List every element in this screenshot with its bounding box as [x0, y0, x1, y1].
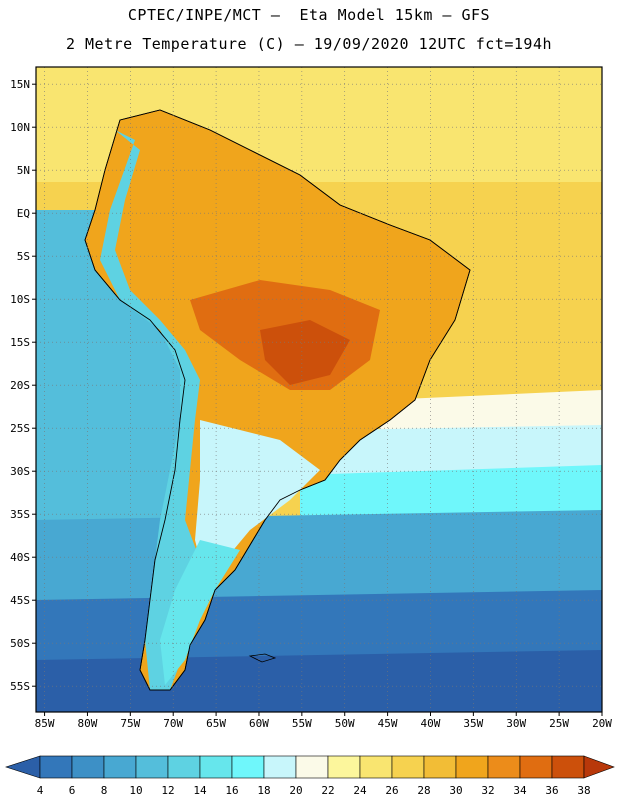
andes-cool-strip: [100, 130, 205, 690]
lat-tick-label: 15N: [10, 78, 30, 91]
colorbar-label: 10: [129, 784, 142, 797]
colorbar-label: 16: [225, 784, 238, 797]
lat-tick-label: 10S: [10, 293, 30, 306]
colorbar-box: [359, 755, 393, 779]
colorbar-label: 6: [69, 784, 76, 797]
colorbar-label: 30: [449, 784, 462, 797]
colorbar-box: [103, 755, 137, 779]
colorbar-box: [231, 755, 265, 779]
lon-tick-label: 35W: [463, 717, 483, 730]
colorbar-label: 12: [161, 784, 174, 797]
lat-tick-label: 10N: [10, 121, 30, 134]
lat-tick-label: 25S: [10, 422, 30, 435]
colorbar-box: [487, 755, 521, 779]
lat-tick-label: 5S: [17, 250, 30, 263]
longitude-axis: 85W 80W 75W 70W 65W 60W 55W 50W 45W 40W 35W 30W 25W 2…: [35, 712, 612, 730]
ocean-mild-band: [330, 425, 602, 480]
colorbar-box: [551, 755, 585, 779]
lat-tick-label: 35S: [10, 508, 30, 521]
colorbar-box: [295, 755, 329, 779]
colorbar-label: 22: [321, 784, 334, 797]
map-title-line-1: CPTEC/INPE/MCT – Eta Model 15km – GFS: [127, 6, 491, 24]
lat-tick-label: 20S: [10, 379, 30, 392]
lon-tick-label: 30W: [506, 717, 526, 730]
lon-tick-label: 45W: [378, 717, 398, 730]
colorbar-upper-triangle: [583, 755, 615, 779]
lat-tick-label: EQ: [17, 207, 30, 220]
lat-tick-label: 45S: [10, 594, 30, 607]
lat-tick-label: 55S: [10, 680, 30, 693]
colorbar-box: [263, 755, 297, 779]
colorbar-lower-triangle: [5, 755, 41, 779]
map-title-line-2: 2 Metre Temperature (C) – 19/09/2020 12U…: [65, 35, 553, 53]
colorbar-box: [135, 755, 169, 779]
colorbar-label: 14: [193, 784, 207, 797]
lon-tick-label: 85W: [35, 717, 55, 730]
lon-tick-label: 75W: [120, 717, 140, 730]
lon-tick-label: 40W: [421, 717, 441, 730]
colorbar-label: 36: [545, 784, 558, 797]
colorbar-label: 8: [101, 784, 108, 797]
lat-tick-label: 5N: [17, 164, 30, 177]
patagonia-cool: [160, 540, 240, 685]
lat-tick-label: 50S: [10, 637, 30, 650]
colorbar-label: 32: [481, 784, 494, 797]
colorbar-label: 34: [513, 784, 527, 797]
lon-tick-label: 20W: [592, 717, 612, 730]
colorbar-label: 24: [353, 784, 367, 797]
colorbar-label: 20: [289, 784, 302, 797]
lon-tick-label: 25W: [549, 717, 569, 730]
colorbar-box: [39, 755, 73, 779]
lon-tick-label: 60W: [249, 717, 269, 730]
lat-tick-label: 40S: [10, 551, 30, 564]
colorbar-label: 28: [417, 784, 430, 797]
colorbar-label: 38: [577, 784, 590, 797]
colorbar-box: [71, 755, 105, 779]
colorbar-label: 26: [385, 784, 398, 797]
colorbar-box: [423, 755, 457, 779]
southern-cone-mild: [195, 420, 320, 580]
colorbar-box: [519, 755, 553, 779]
lat-tick-label: 30S: [10, 465, 30, 478]
falkland-islands: [248, 653, 277, 663]
lon-tick-label: 50W: [335, 717, 355, 730]
colorbar-box: [167, 755, 201, 779]
colorbar-label: 18: [257, 784, 270, 797]
colorbar-label: 4: [37, 784, 44, 797]
colorbar-box: [391, 755, 425, 779]
lat-tick-label: 15S: [10, 336, 30, 349]
colorbar-box: [327, 755, 361, 779]
map-frame: [35, 66, 603, 713]
lon-tick-label: 80W: [78, 717, 98, 730]
colorbar-box: [455, 755, 489, 779]
colorbar-box: [199, 755, 233, 779]
hottest-interior-region: [260, 320, 350, 385]
lon-tick-label: 65W: [206, 717, 226, 730]
latitude-axis: 15N 10N 5N EQ 5S 10S 15S 20S 25S 30S 35S 40S 45S 50S 5…: [10, 78, 36, 693]
lon-tick-label: 70W: [163, 717, 183, 730]
lon-tick-label: 55W: [292, 717, 312, 730]
coastline-outline: [84, 109, 471, 691]
